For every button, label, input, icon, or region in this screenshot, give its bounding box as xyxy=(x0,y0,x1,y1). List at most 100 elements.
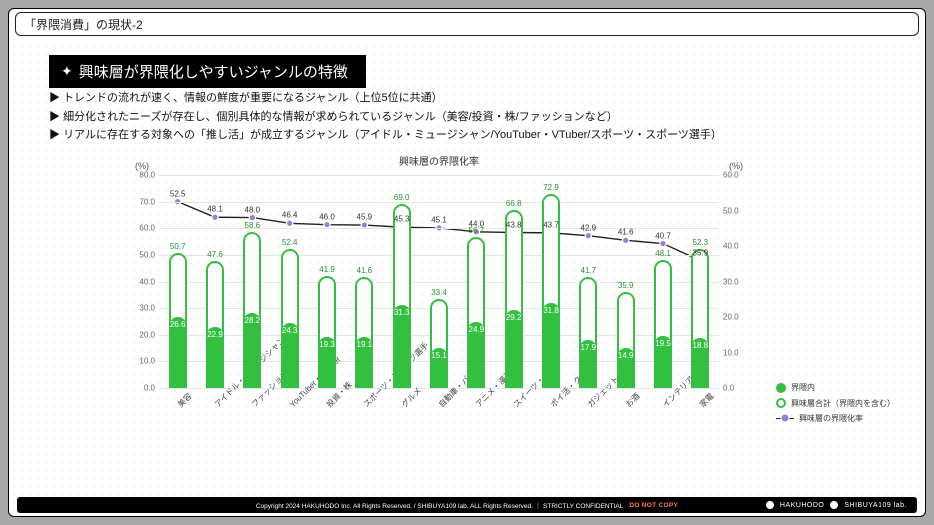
legend-swatch-line-icon xyxy=(776,414,794,422)
line-value-label: 42.9 xyxy=(581,223,597,232)
ytick-left: 10.0 xyxy=(135,357,155,366)
line-value-label: 48.1 xyxy=(207,205,223,214)
line-value-label: 52.5 xyxy=(170,189,186,198)
ytick-left: 0.0 xyxy=(135,384,155,393)
bar-label-outer: 48.1 xyxy=(655,249,671,258)
line-point xyxy=(286,220,292,226)
category-label: 家電 xyxy=(697,391,716,410)
heading-text: 興味層が界隈化しやすいジャンルの特徴 xyxy=(79,61,348,82)
bar-label-outer: 41.9 xyxy=(319,265,335,274)
bar-label-outer: 72.9 xyxy=(543,183,559,192)
grid-line xyxy=(159,202,719,203)
line-point xyxy=(585,233,591,239)
legend: 界隈内 興味層合計（界隈内を含む） 興味層の界隈化率 xyxy=(776,380,895,426)
bar-label-inner: 22.9 xyxy=(207,330,223,339)
sparkle-icon: ✦ xyxy=(61,63,73,80)
bar-label-inner: 31.3 xyxy=(394,308,410,317)
ytick-left: 20.0 xyxy=(135,330,155,339)
bar-label-inner: 19.3 xyxy=(319,340,335,349)
legend-label: 興味層の界隈化率 xyxy=(799,411,863,426)
line-point xyxy=(622,237,628,243)
bar-label-inner: 29.2 xyxy=(506,313,522,322)
line-value-label: 43.8 xyxy=(506,220,522,229)
ytick-left: 80.0 xyxy=(135,171,155,180)
line-value-label: 44.0 xyxy=(469,219,485,228)
category-label: 美容 xyxy=(175,391,194,410)
line-value-label: 41.6 xyxy=(618,228,634,237)
ytick-left: 30.0 xyxy=(135,304,155,313)
bar-label-outer: 41.7 xyxy=(581,266,597,275)
bar-label-outer: 50.7 xyxy=(170,242,186,251)
bar-label-outer: 33.4 xyxy=(431,288,447,297)
bullet-item: トレンドの流れが速く、情報の鮮度が重要になるジャンル（上位5位に共通） xyxy=(49,89,885,108)
brand-hakuhodo: HAKUHODO xyxy=(780,502,824,509)
line-value-label: 46.0 xyxy=(319,212,335,221)
legend-item-hollow: 興味層合計（界隈内を含む） xyxy=(776,396,895,411)
bar-label-outer: 35.9 xyxy=(618,281,634,290)
line-point xyxy=(212,214,218,220)
ytick-right: 30.0 xyxy=(723,277,743,286)
ytick-left: 70.0 xyxy=(135,197,155,206)
brand-dot-icon xyxy=(830,501,838,509)
line-point xyxy=(324,222,330,228)
ytick-right: 10.0 xyxy=(723,348,743,357)
legend-item-line: 興味層の界隈化率 xyxy=(776,411,895,426)
bar-label-outer: 66.8 xyxy=(506,199,522,208)
bar-inner xyxy=(393,305,411,388)
line-value-label: 35.9 xyxy=(693,248,709,257)
bullet-list: トレンドの流れが速く、情報の鮮度が重要になるジャンル（上位5位に共通） 細分化さ… xyxy=(49,89,885,145)
line-value-label: 43.7 xyxy=(543,220,559,229)
bar-label-inner: 24.9 xyxy=(469,325,485,334)
bar-label-outer: 52.4 xyxy=(282,238,298,247)
category-label: お酒 xyxy=(623,391,642,410)
line-point xyxy=(660,240,666,246)
bar-label-inner: 15.1 xyxy=(431,351,447,360)
grid-line xyxy=(159,228,719,229)
ytick-left: 50.0 xyxy=(135,250,155,259)
line-value-label: 46.4 xyxy=(282,211,298,220)
bar-label-outer: 69.0 xyxy=(394,193,410,202)
ytick-right: 40.0 xyxy=(723,242,743,251)
ytick-right: 60.0 xyxy=(723,171,743,180)
legend-label: 興味層合計（界隈内を含む） xyxy=(791,396,895,411)
bar-label-outer: 47.6 xyxy=(207,250,223,259)
plot-region: 0.010.020.030.040.050.060.070.080.00.010… xyxy=(159,175,719,388)
legend-item-solid: 界隈内 xyxy=(776,380,895,395)
legend-label: 界隈内 xyxy=(791,380,815,395)
bullet-item: リアルに存在する対象への「推し活」が成立するジャンル（アイドル・ミュージシャン/… xyxy=(49,126,885,145)
grid-line xyxy=(159,388,719,389)
y-axis-left-unit: (%) xyxy=(135,161,149,171)
legend-swatch-hollow-icon xyxy=(776,398,786,408)
footer-bar: Copyright 2024 HAKUHODO Inc. All Rights … xyxy=(17,497,917,513)
bullet-item: 細分化されたニーズが存在し、個別具体的な情報が求められているジャンル（美容/投資… xyxy=(49,108,885,127)
chart-title: 興味層の界隈化率 xyxy=(129,153,749,168)
bar-label-outer: 58.6 xyxy=(245,221,261,230)
grid-line xyxy=(159,175,719,176)
ytick-right: 50.0 xyxy=(723,206,743,215)
ytick-left: 40.0 xyxy=(135,277,155,286)
y-axis-right-unit: (%) xyxy=(729,161,743,171)
bar-label-inner: 19.1 xyxy=(357,340,373,349)
bar-label-inner: 19.5 xyxy=(655,339,671,348)
slide-title-bar: 「界隈消費」の現状-2 xyxy=(15,12,919,36)
chart-area: 興味層の界隈化率 (%) (%) 0.010.020.030.040.050.0… xyxy=(129,153,749,448)
line-value-label: 40.7 xyxy=(655,231,671,240)
bar-label-outer: 52.3 xyxy=(693,238,709,247)
line-value-label: 48.0 xyxy=(245,205,261,214)
bar-label-inner: 18.8 xyxy=(693,341,709,350)
brand-shibuya: SHIBUYA109 lab. xyxy=(844,502,907,509)
bar-label-inner: 14.9 xyxy=(618,351,634,360)
slide-title: 「界隈消費」の現状-2 xyxy=(24,16,143,33)
bar-label-inner: 17.9 xyxy=(581,343,597,352)
slide-frame: 「界隈消費」の現状-2 ✦ 興味層が界隈化しやすいジャンルの特徴 トレンドの流れ… xyxy=(8,8,926,517)
legend-swatch-solid-icon xyxy=(776,383,786,393)
ytick-right: 20.0 xyxy=(723,313,743,322)
ytick-left: 60.0 xyxy=(135,224,155,233)
bar-label-inner: 26.6 xyxy=(170,320,186,329)
brand-dot-icon xyxy=(766,501,774,509)
ytick-right: 0.0 xyxy=(723,384,743,393)
bar-label-inner: 28.2 xyxy=(245,316,261,325)
bar-label-outer: 41.6 xyxy=(357,266,373,275)
brand-block: HAKUHODO SHIBUYA109 lab. xyxy=(766,501,907,509)
bar-label-inner: 24.3 xyxy=(282,326,298,335)
